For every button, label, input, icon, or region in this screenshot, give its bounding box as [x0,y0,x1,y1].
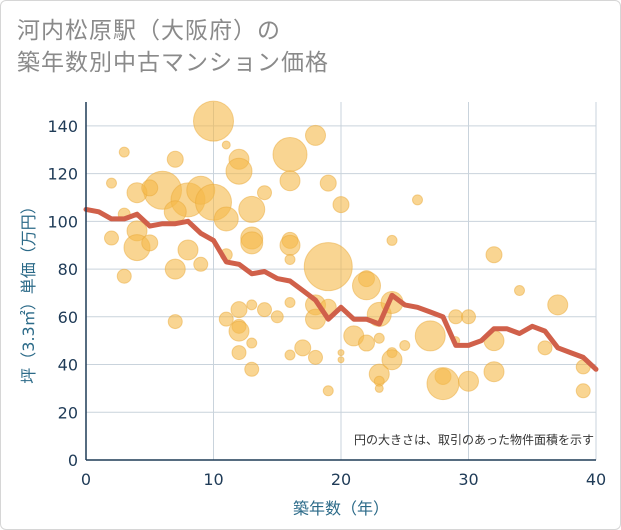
chart-title-line-1: 河内松原駅（大阪府）の [17,18,281,44]
bubble-point [167,314,183,330]
bubble-point [337,356,345,364]
chart-title: 河内松原駅（大阪府）の 築年数別中古マンション価格 [17,15,577,79]
bubble-point [231,345,247,361]
y-tick-label: 80 [58,260,78,279]
bubble-point [230,301,248,319]
x-tick-label: 20 [331,470,351,489]
bubble-point [514,285,525,297]
bubble-point [246,299,258,311]
bubble-point [305,124,326,146]
bubble-point [458,370,479,392]
bubble-point [337,349,345,357]
x-tick-label: 0 [81,470,91,489]
bubble-point [177,239,199,261]
bubble-point [374,383,384,393]
bubble-point [284,296,296,308]
bubble-point [322,385,334,397]
y-axis-label: 坪（3.3㎡）単価（万円） [19,198,38,383]
bubble-point [284,254,296,266]
bubble-point [358,334,375,352]
bubble-point [104,230,119,246]
bubble-point [461,309,476,325]
bubble-point [399,339,411,351]
bubble-point [225,157,253,185]
y-tick-label: 120 [47,165,78,184]
bubble-point [485,246,503,264]
bubble-point [294,339,312,357]
bubble-point [303,242,353,292]
bubble-point [116,268,132,284]
bubble-point [240,231,264,255]
bubble-point [319,174,337,192]
bubble-point [164,258,186,280]
bubble-point [221,140,231,150]
bubble-point [141,234,159,252]
bubble-point [412,194,423,206]
bubble-point [238,195,266,223]
bubble-point [426,367,460,401]
bubble-point [166,150,184,168]
x-tick-label: 30 [458,470,478,489]
bubble-point [193,256,209,272]
bubble-point [308,349,323,365]
y-tick-label: 60 [58,308,78,327]
bubble-point [386,234,398,246]
bubble-point [352,271,381,301]
x-tick-label: 40 [586,470,606,489]
bubble-point [448,309,464,325]
chart-title-line-2: 築年数別中古マンション価格 [17,50,329,76]
average-line-layer [83,206,599,372]
bubble-point [106,177,117,189]
bubble-point [279,234,301,256]
bubble-point [284,349,296,361]
bubble-point [373,332,385,344]
bubble-point [218,311,234,327]
y-tick-label: 40 [58,356,78,375]
bubble-point [332,196,350,214]
bubble-size-note: 円の大きさは、取引のあった物件面積を示す [354,432,594,447]
bubble-point [483,361,505,383]
bubble-point [141,179,159,197]
x-tick-label: 10 [203,470,223,489]
bubbles-layer [104,100,591,401]
bubble-point [163,200,187,224]
y-tick-label: 0 [68,451,78,470]
bubble-point [257,302,272,318]
bubble-point [270,310,284,324]
bubble-point [381,349,403,371]
bubble-point [228,320,250,342]
bubble-point [279,170,301,192]
bubble-point [118,146,130,158]
bubble-point [272,137,308,173]
tick-labels: 0 20 40 60 80 100 120 140 0 10 20 30 40 [47,117,606,489]
bubble-point [414,320,446,352]
axes [85,102,596,461]
bubble-point [213,206,239,232]
bubble-point [547,294,569,316]
bubble-point [257,185,272,201]
bubble-point [193,100,234,142]
x-axis-label: 築年数（年） [293,499,389,518]
y-tick-label: 100 [47,212,78,231]
bubble-point [244,361,260,377]
bubble-point [537,340,553,356]
bubble-point [246,337,258,349]
y-tick-label: 20 [58,403,78,422]
average-price-line [83,206,599,372]
y-tick-label: 140 [47,117,78,136]
bubble-point [575,383,591,399]
